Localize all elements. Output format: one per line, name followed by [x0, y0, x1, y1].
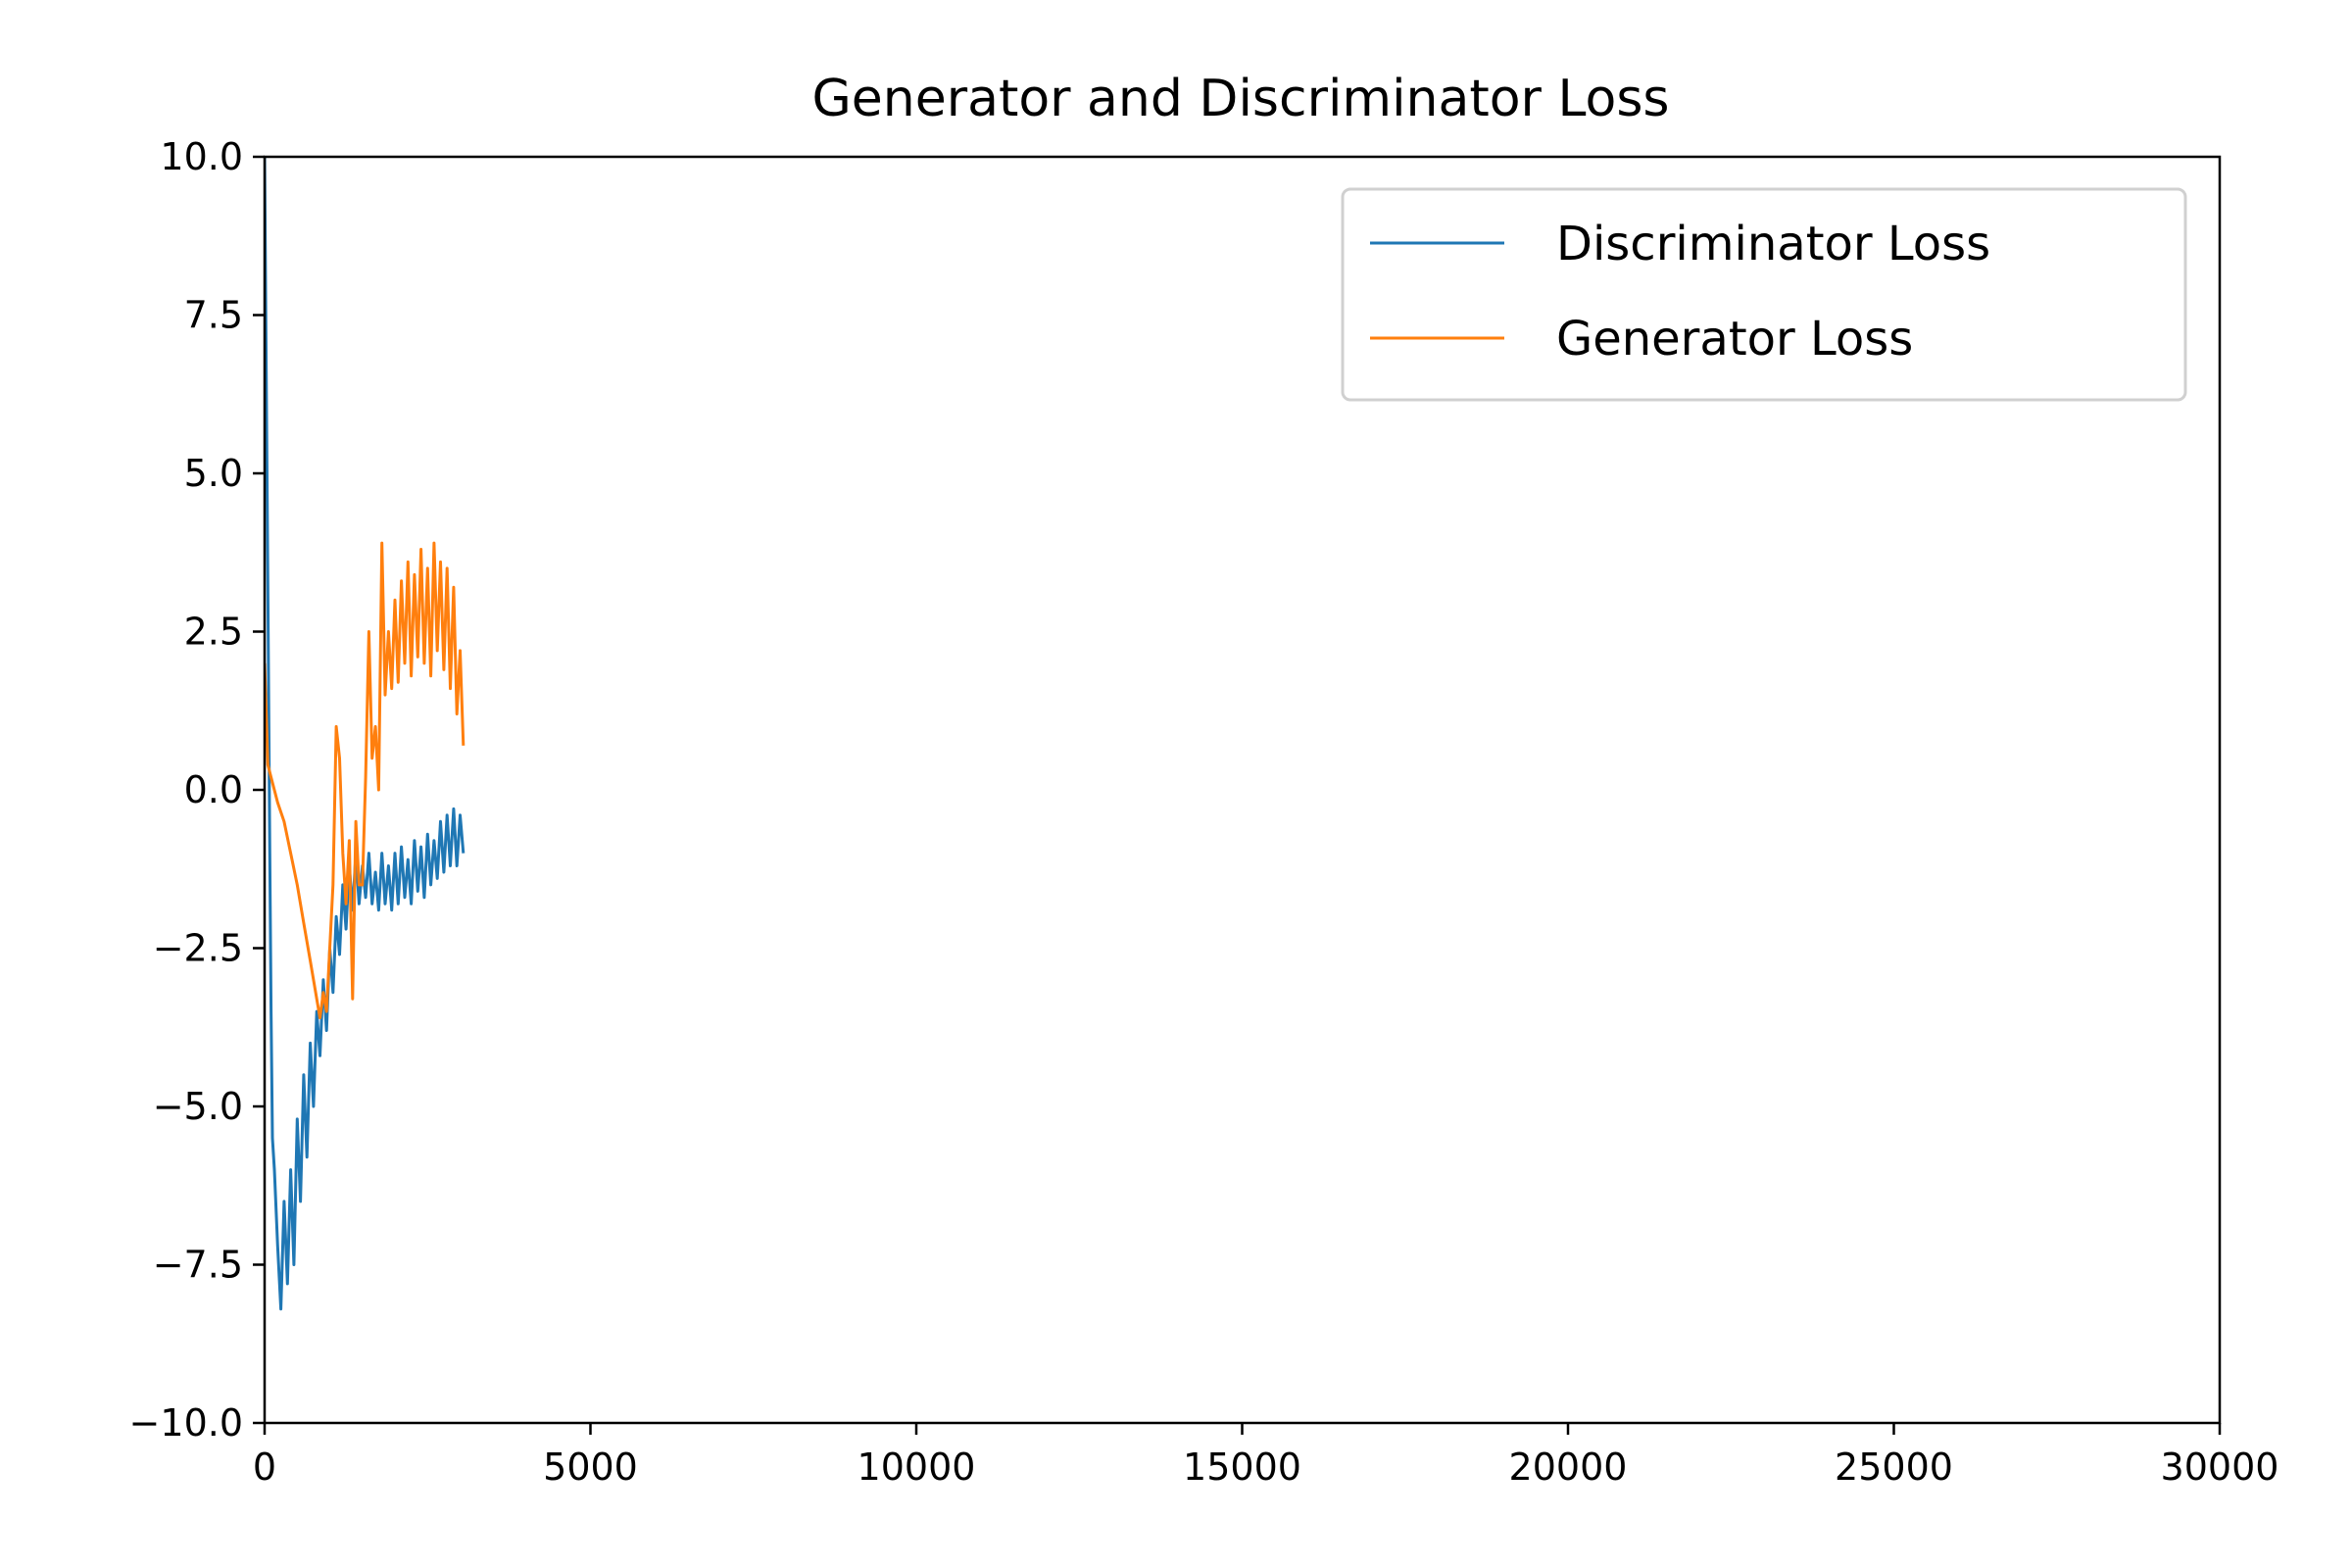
y-tick-label: −10.0	[129, 1401, 243, 1445]
x-tick-label: 20000	[1509, 1446, 1628, 1489]
legend-label: Discriminator Loss	[1556, 217, 1990, 271]
series-line-discriminator-loss	[265, 157, 466, 1311]
x-axis-ticks: 0 5000 10000 15000 20000 25000 30000	[253, 1423, 2279, 1489]
y-tick-label: 7.5	[184, 294, 243, 337]
x-tick-label: 10000	[858, 1446, 976, 1489]
y-tick-label: 2.5	[184, 611, 243, 654]
y-tick-label: −5.0	[153, 1085, 243, 1128]
x-tick-label: 15000	[1183, 1446, 1301, 1489]
y-tick-label: 5.0	[184, 452, 243, 495]
chart-title: Generator and Discriminator Loss	[811, 70, 1669, 128]
legend: Discriminator Loss Generator Loss	[1341, 187, 2187, 402]
series-line-generator-loss	[265, 541, 466, 1020]
x-tick-label: 5000	[543, 1446, 638, 1489]
y-tick-label: −7.5	[153, 1244, 243, 1287]
y-tick-label: 10.0	[160, 135, 243, 178]
legend-label: Generator Loss	[1556, 312, 1913, 367]
x-tick-label: 0	[253, 1446, 276, 1489]
series-layer	[265, 157, 466, 1311]
y-tick-label: 0.0	[184, 768, 243, 811]
legend-frame	[1341, 187, 2187, 402]
y-axis-ticks: −10.0 −7.5 −5.0 −2.5 0.0 2.5 5.0 7.5 10.0	[129, 135, 265, 1445]
x-tick-label: 30000	[2161, 1446, 2279, 1489]
x-tick-label: 25000	[1835, 1446, 1953, 1489]
y-tick-label: −2.5	[153, 927, 243, 970]
